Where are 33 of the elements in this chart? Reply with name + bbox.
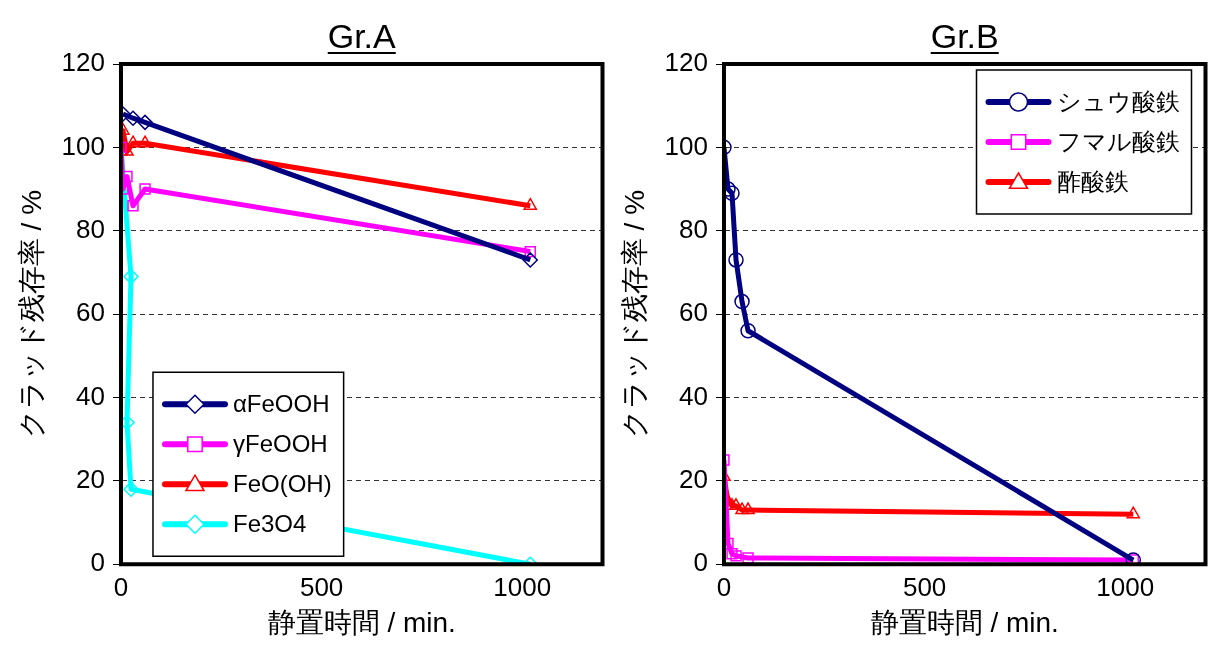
x-tick-label: 1000 — [493, 571, 552, 602]
legend-label: 酢酸鉄 — [1056, 167, 1129, 195]
x-axis-title: 静置時間 / min. — [267, 606, 456, 638]
x-tick-label: 500 — [299, 571, 344, 602]
y-axis-title: クラッド残存率 / % — [15, 189, 47, 439]
y-tick-label: 120 — [61, 47, 105, 78]
y-tick-label: 0 — [693, 547, 708, 578]
legend-label: αFeOOH — [232, 389, 330, 417]
x-tick-label: 500 — [902, 571, 947, 602]
y-tick-label: 60 — [679, 297, 708, 328]
y-tick-label: 60 — [76, 297, 105, 328]
chart-title: Gr.B — [930, 17, 999, 55]
legend-label: Fe3O4 — [232, 509, 307, 537]
y-tick-label: 80 — [679, 213, 708, 244]
y-tick-label: 40 — [679, 380, 708, 411]
y-tick-label: 20 — [76, 464, 105, 495]
y-tick-label: 20 — [679, 464, 708, 495]
y-tick-label: 80 — [76, 213, 105, 244]
y-tick-label: 100 — [61, 130, 105, 161]
legend-label: シュウ酸鉄 — [1056, 87, 1180, 115]
y-tick-label: 120 — [664, 47, 708, 78]
x-tick-label: 0 — [716, 571, 732, 602]
y-tick-label: 0 — [90, 547, 105, 578]
y-axis-title: クラッド残存率 / % — [618, 189, 650, 439]
x-tick-label: 1000 — [1096, 571, 1155, 602]
x-axis-title: 静置時間 / min. — [870, 606, 1059, 638]
y-tick-label: 40 — [76, 380, 105, 411]
chart-title: Gr.A — [327, 17, 397, 55]
legend-label: フマル酸鉄 — [1056, 127, 1180, 155]
y-tick-label: 100 — [664, 130, 708, 161]
x-tick-label: 0 — [113, 571, 129, 602]
legend-label: FeO(OH) — [232, 469, 332, 497]
legend-label: γFeOOH — [232, 429, 328, 457]
